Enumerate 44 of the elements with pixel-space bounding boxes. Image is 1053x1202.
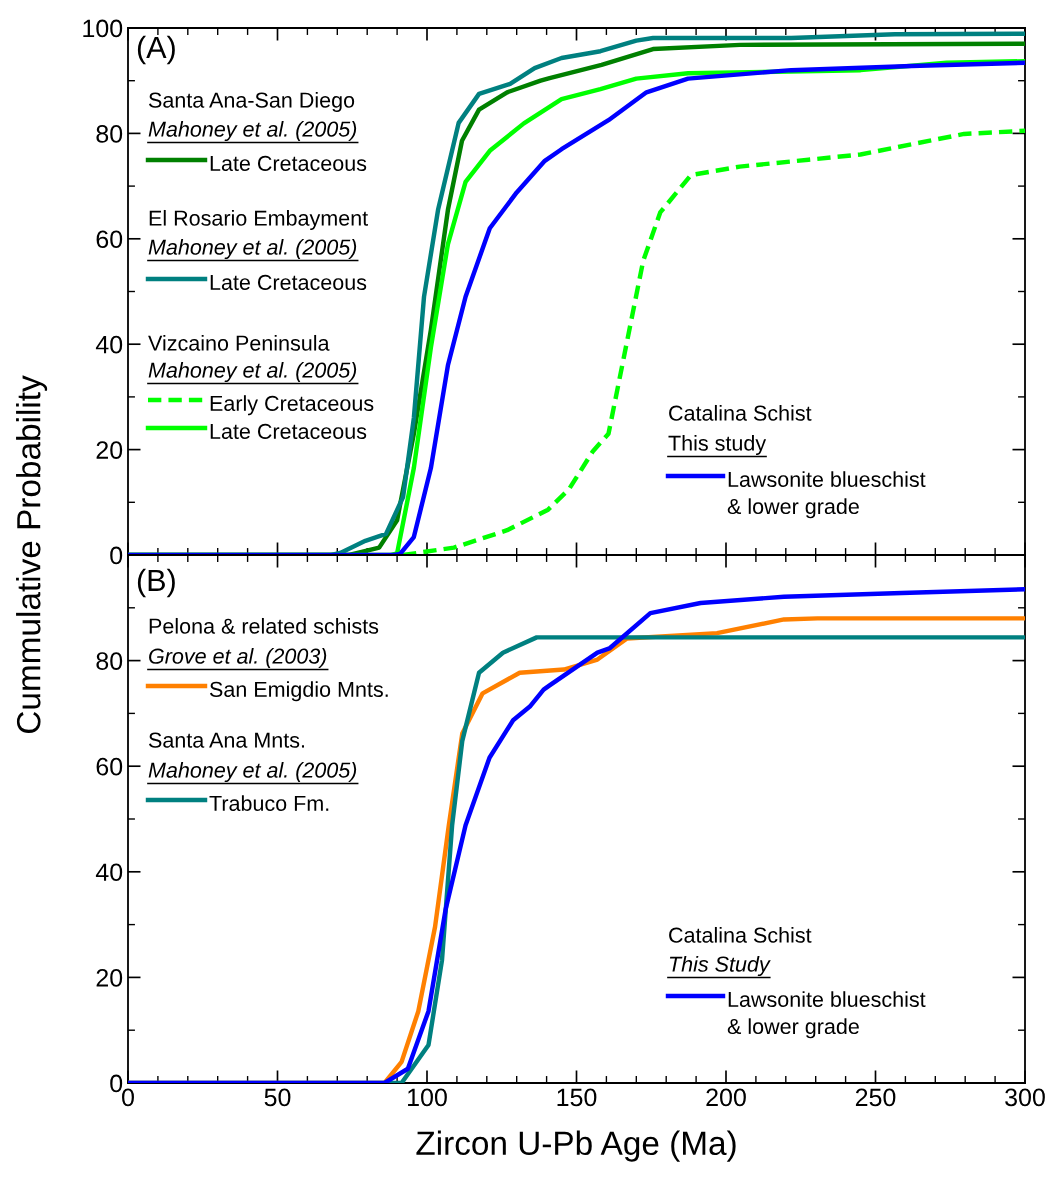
annotation: (A) xyxy=(137,35,175,65)
annotation: Mahoney et al. (2005) xyxy=(148,120,357,142)
y-tick-label: 20 xyxy=(96,969,123,987)
legend-label: Late Cretaceous xyxy=(210,155,367,171)
y-tick-label: 40 xyxy=(95,335,123,354)
legend-label: Trabuco Fm. xyxy=(209,795,329,811)
annotation: Mahoney et al. (2005) xyxy=(148,361,357,383)
annotation: Catalina Schist xyxy=(669,404,812,421)
x-tick-label: 150 xyxy=(557,1088,597,1107)
annotation: Santa Ana Mnts. xyxy=(148,732,305,748)
legend-label: San Emigdio Mnts. xyxy=(209,681,388,702)
legend-label: Early Cretaceous xyxy=(210,395,374,416)
y-tick-label: 80 xyxy=(96,125,123,143)
y-tick-label: 60 xyxy=(96,230,123,249)
y-tick-label: 80 xyxy=(96,652,123,670)
x-tick-label: 250 xyxy=(855,1088,896,1107)
annotation: This Study xyxy=(669,955,771,977)
annotation: Grove et al. (2003) xyxy=(149,647,327,669)
line-series xyxy=(400,128,1025,555)
y-axis-title: Cummulative Probability xyxy=(16,375,48,733)
x-tick-label: 300 xyxy=(1005,1088,1045,1107)
y-tick-label: 0 xyxy=(110,546,123,565)
x-tick-label: 200 xyxy=(706,1088,746,1107)
annotation: El Rosario Embayment xyxy=(149,209,368,231)
annotation: Vizcaino Peninsula xyxy=(148,334,330,351)
annotation: Pelona & related schists xyxy=(149,617,379,634)
legend-label: Lawsonite blueschist & lower grade xyxy=(727,471,926,519)
y-tick-label: 0 xyxy=(110,1074,123,1093)
y-tick-label: 40 xyxy=(95,863,123,882)
x-tick-label: 100 xyxy=(408,1088,447,1107)
annotation: Mahoney et al. (2005) xyxy=(148,761,357,783)
legend-label: Late Cretaceous xyxy=(210,274,367,290)
annotation: (B) xyxy=(137,568,175,598)
x-tick-label: 50 xyxy=(264,1088,291,1107)
annotation: Santa Ana-San Diego xyxy=(148,91,355,113)
y-tick-label: 100 xyxy=(83,19,123,38)
legend-label: Lawsonite blueschist & lower grade xyxy=(727,991,926,1039)
legend-label: Late Cretaceous xyxy=(210,423,367,439)
annotation: Mahoney et al. (2005) xyxy=(148,238,357,260)
annotation: Catalina Schist xyxy=(669,926,812,943)
y-tick-label: 20 xyxy=(96,441,123,459)
y-tick-label: 60 xyxy=(96,757,123,776)
x-axis-title: Zircon U-Pb Age (Ma) xyxy=(416,1130,736,1162)
annotation: This study xyxy=(668,434,767,456)
